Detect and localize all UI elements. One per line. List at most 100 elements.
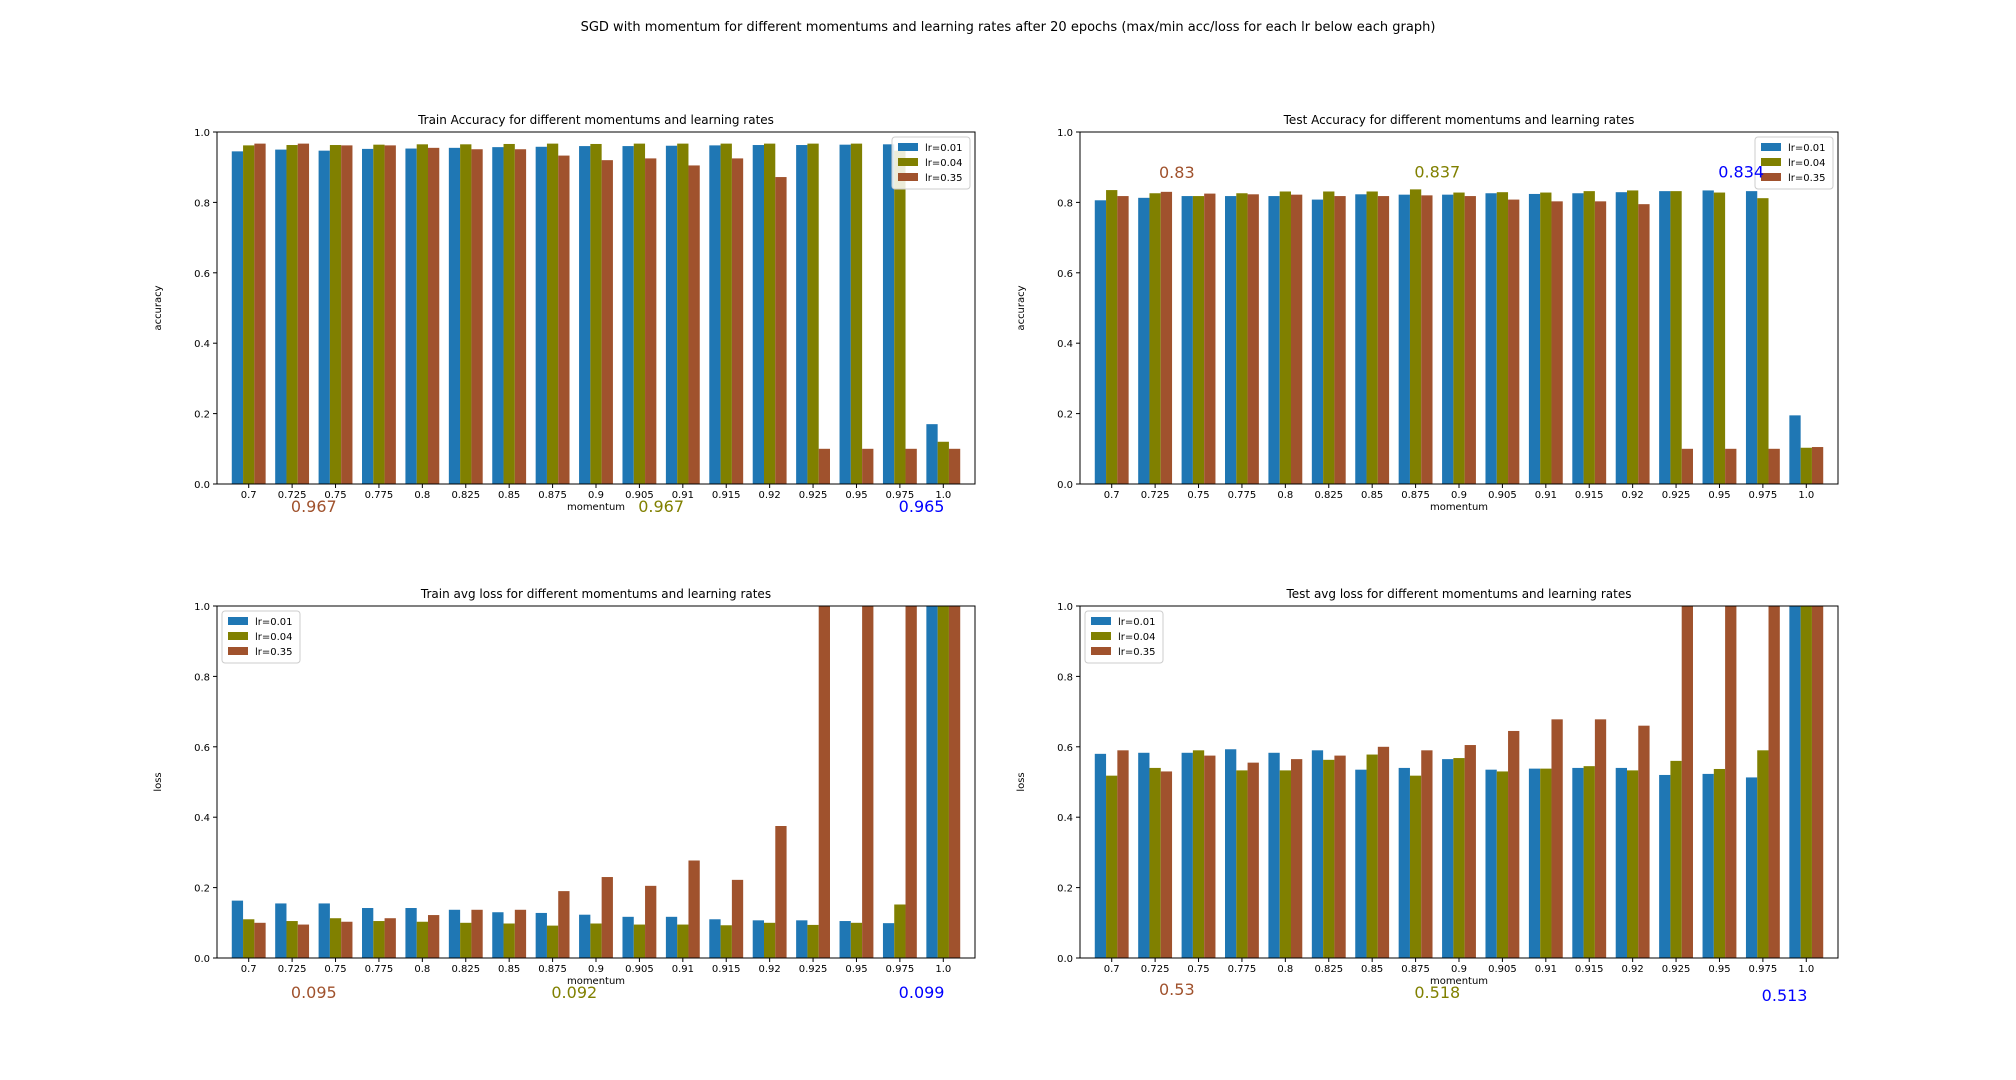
legend-label-lr-0-35: lr=0.35 [255, 647, 293, 658]
y-tick-label: 0.8 [194, 672, 210, 683]
bars [1094, 606, 1824, 958]
y-tick-label: 0.2 [194, 884, 210, 895]
bar-lr-0-04-0-915 [720, 143, 732, 484]
bar-lr-0-35-0-825 [471, 909, 483, 958]
bar-lr-0-35-0-85 [1377, 196, 1390, 484]
x-tick-label: 0.725 [278, 490, 307, 501]
bar-lr-0-35-0-925 [1681, 448, 1693, 484]
bar-lr-0-35-0-91 [688, 860, 700, 958]
bar-lr-0-35-0-75 [1204, 193, 1216, 484]
bar-lr-0-35-0-9 [601, 160, 613, 484]
x-tick-label: 0.915 [1575, 490, 1604, 501]
bar-lr-0-04-0-91 [677, 924, 689, 958]
bar-lr-0-35-0-905 [1508, 730, 1520, 958]
x-tick-label: 0.915 [1575, 964, 1604, 975]
x-tick-label: 0.825 [451, 964, 480, 975]
legend-swatch-lr-0-01 [228, 617, 248, 625]
bar-lr-0-35-0-975 [1768, 606, 1780, 958]
bar-lr-0-01-0-725 [1138, 197, 1150, 484]
bar-lr-0-01-1-0 [1789, 606, 1801, 958]
bar-lr-0-04-0-92 [764, 143, 776, 484]
bar-lr-0-01-0-91 [1528, 768, 1541, 958]
bar-lr-0-04-0-9 [590, 923, 602, 958]
bar-lr-0-04-1-0 [1800, 447, 1812, 484]
legend-label-lr-0-01: lr=0.01 [925, 143, 963, 154]
x-tick-label: 0.775 [1228, 964, 1257, 975]
bar-lr-0-01-0-825 [1311, 750, 1324, 958]
bar-lr-0-01-0-8 [1268, 752, 1280, 958]
bar-lr-0-04-0-75 [329, 145, 342, 484]
x-tick-label: 1.0 [1798, 490, 1814, 501]
bar-lr-0-04-0-9 [1453, 192, 1465, 484]
legend: lr=0.01 lr=0.04 lr=0.35 [221, 610, 301, 664]
x-tick-label: 0.975 [1749, 964, 1778, 975]
bar-lr-0-01-0-7 [231, 900, 244, 958]
annotation-0-099: 0.099 [899, 983, 945, 1002]
bar-lr-0-04-0-875 [1409, 189, 1422, 484]
x-tick-label: 0.92 [759, 490, 781, 501]
legend: lr=0.01 lr=0.04 lr=0.35 [1084, 610, 1164, 664]
x-tick-label: 0.8 [414, 490, 430, 501]
x-tick-label: 0.8 [414, 964, 430, 975]
bar-lr-0-01-0-775 [1225, 196, 1237, 484]
bar-lr-0-01-0-8 [1268, 196, 1280, 484]
legend-label-lr-0-01: lr=0.01 [1118, 617, 1156, 628]
y-tick-label: 0.0 [194, 954, 210, 965]
x-tick-label: 0.825 [1314, 490, 1343, 501]
bar-lr-0-04-1-0 [1800, 606, 1812, 958]
y-tick-label: 0.6 [194, 743, 210, 754]
bar-lr-0-04-0-92 [1627, 190, 1639, 484]
bar-lr-0-01-0-92 [752, 145, 765, 484]
bar-lr-0-01-0-725 [275, 149, 287, 484]
bar-lr-0-01-0-725 [1138, 752, 1150, 958]
x-tick-label: 0.725 [1141, 964, 1170, 975]
bar-lr-0-01-0-75 [1181, 752, 1193, 958]
x-tick-label: 0.875 [538, 964, 567, 975]
bar-lr-0-35-0-975 [905, 448, 917, 484]
bar-lr-0-01-0-7 [1094, 753, 1107, 958]
legend-swatch-lr-0-04 [898, 158, 918, 166]
bar-lr-0-01-0-825 [1311, 199, 1324, 484]
y-tick-label: 0.0 [1057, 480, 1073, 491]
bar-lr-0-04-0-775 [1236, 770, 1248, 958]
bar-lr-0-01-0-9 [579, 146, 591, 484]
bar-lr-0-04-0-91 [1540, 192, 1552, 484]
bar-lr-0-01-0-775 [362, 148, 374, 484]
bar-lr-0-35-0-875 [558, 155, 570, 484]
bar-lr-0-01-0-91 [665, 145, 678, 484]
bar-lr-0-01-0-92 [1615, 192, 1628, 484]
x-tick-label: 0.975 [886, 964, 915, 975]
x-tick-label: 0.92 [759, 964, 781, 975]
bar-lr-0-35-0-925 [818, 606, 830, 958]
legend-label-lr-0-35: lr=0.35 [925, 173, 963, 184]
bar-lr-0-35-0-9 [601, 877, 613, 958]
bar-lr-0-04-0-825 [460, 144, 472, 484]
bar-lr-0-04-0-725 [1149, 767, 1161, 958]
bar-lr-0-35-0-92 [775, 177, 787, 484]
bar-lr-0-01-0-91 [665, 916, 678, 958]
bar-lr-0-04-0-825 [1323, 759, 1335, 958]
bar-lr-0-35-0-75 [341, 145, 353, 484]
y-tick-label: 0.2 [1057, 884, 1073, 895]
x-tick-label: 0.905 [1488, 490, 1517, 501]
x-tick-label: 0.9 [1451, 490, 1467, 501]
bar-lr-0-04-0-975 [894, 904, 906, 958]
bars [231, 143, 961, 484]
bar-lr-0-01-0-925 [796, 145, 808, 484]
train-loss-chart: Train avg loss for different momentums a… [153, 587, 976, 1002]
figure-suptitle: SGD with momentum for different momentum… [581, 20, 1436, 35]
annotation-0-834: 0.834 [1718, 162, 1764, 181]
bar-lr-0-04-0-825 [460, 922, 472, 958]
bar-lr-0-01-0-875 [1398, 767, 1410, 958]
bar-lr-0-01-0-7 [231, 151, 244, 484]
bar-lr-0-01-0-915 [709, 919, 721, 958]
x-tick-label: 0.95 [845, 490, 867, 501]
bar-lr-0-01-1-0 [926, 606, 938, 958]
bar-lr-0-04-0-975 [894, 150, 906, 484]
bar-lr-0-35-0-7 [1117, 750, 1129, 958]
legend: lr=0.01 lr=0.04 lr=0.35 [891, 136, 971, 190]
x-tick-label: 0.775 [365, 964, 394, 975]
bar-lr-0-35-0-85 [1377, 746, 1390, 958]
chart-title: Train avg loss for different momentums a… [420, 587, 771, 601]
y-tick-label: 0.2 [1057, 410, 1073, 421]
